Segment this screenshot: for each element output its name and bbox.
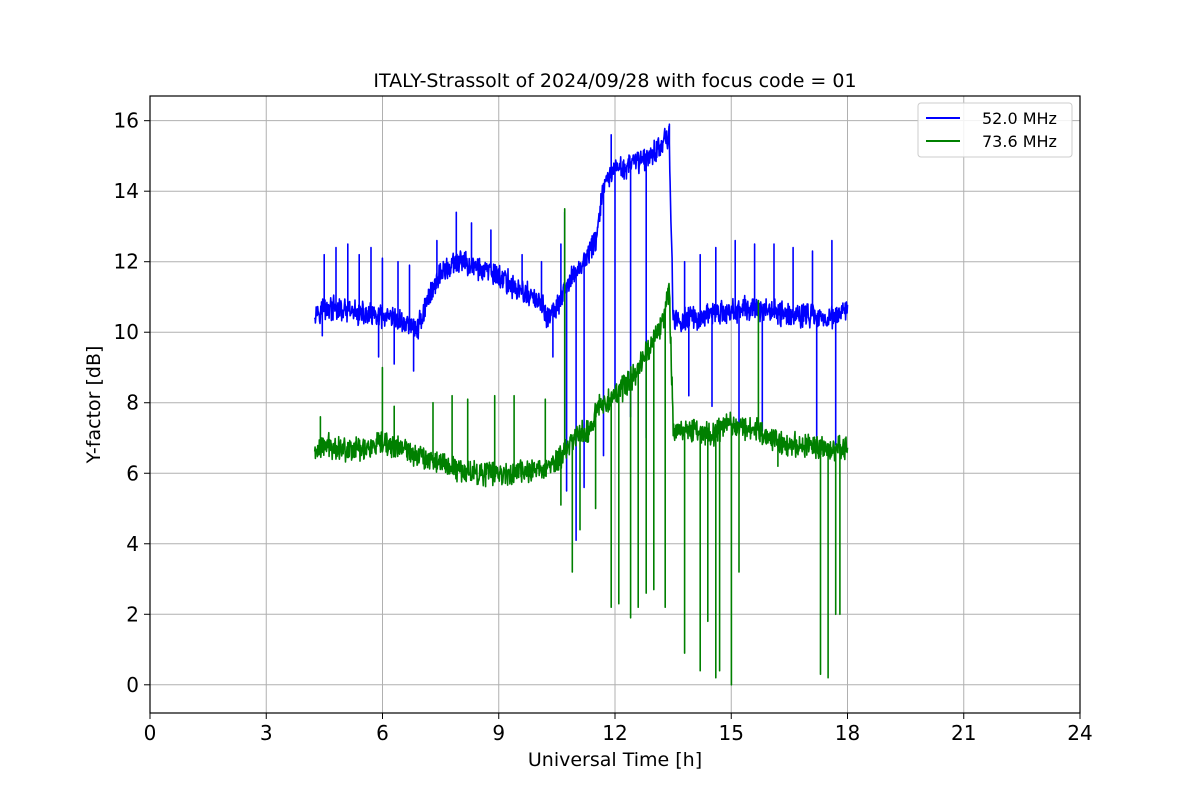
y-tick-label: 8	[126, 391, 139, 415]
series-line-2	[313, 208, 849, 686]
x-tick-label: 15	[719, 721, 744, 745]
x-tick-label: 0	[144, 721, 157, 745]
y-tick-label: 2	[126, 602, 139, 626]
y-axis-label: Y-factor [dB]	[83, 346, 105, 465]
plot-area	[313, 123, 849, 686]
x-tick-label: 9	[492, 721, 505, 745]
legend: 52.0 MHz 73.6 MHz	[917, 102, 1073, 158]
x-tick-label: 6	[376, 721, 389, 745]
series-layer	[313, 123, 849, 686]
legend-box	[917, 102, 1073, 158]
legend-label-1: 52.0 MHz	[982, 109, 1057, 128]
x-tick-label: 12	[602, 721, 627, 745]
chart-title: ITALY-Strassolt of 2024/09/28 with focus…	[373, 70, 856, 92]
y-tick-label: 14	[114, 179, 139, 203]
y-tick-label: 4	[126, 532, 139, 556]
x-axis: 0 3 6 9 12 15 18 21 24	[144, 713, 1093, 745]
x-axis-label: Universal Time [h]	[528, 749, 702, 771]
x-tick-label: 21	[951, 721, 976, 745]
y-tick-label: 12	[114, 250, 139, 274]
x-tick-label: 18	[835, 721, 860, 745]
x-tick-label: 3	[260, 721, 273, 745]
y-axis: 0 2 4 6 8 10 12 14 16	[114, 109, 150, 697]
y-tick-label: 0	[126, 673, 139, 697]
legend-label-2: 73.6 MHz	[982, 132, 1057, 151]
y-tick-label: 6	[126, 461, 139, 485]
y-tick-label: 16	[114, 109, 139, 133]
x-tick-label: 24	[1067, 721, 1092, 745]
y-tick-label: 10	[114, 320, 139, 344]
